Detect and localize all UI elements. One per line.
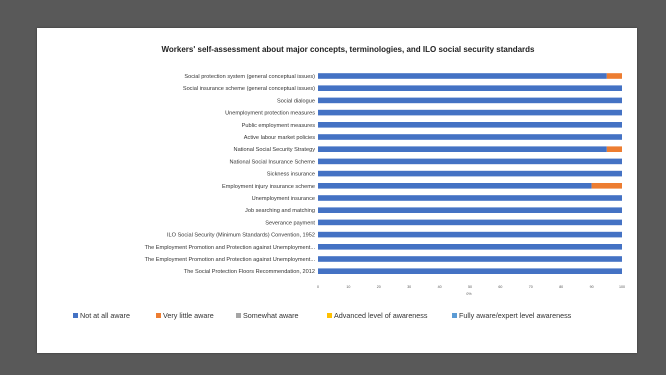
- bar-segment: [318, 244, 622, 250]
- bars: [318, 73, 622, 274]
- bar-segment: [318, 219, 622, 226]
- legend-swatch: [327, 313, 332, 318]
- category-label: The Employment Promotion and Protection …: [145, 257, 316, 263]
- legend-swatch: [452, 313, 457, 318]
- category-label: National Social Security Strategy: [234, 147, 316, 153]
- x-tick-label: 40: [438, 285, 442, 289]
- bar-segment: [318, 231, 622, 238]
- x-tick-label: 80: [559, 285, 563, 289]
- category-label: The Social Protection Floors Recommendat…: [184, 269, 315, 275]
- x-axis-label: 0%: [466, 292, 472, 296]
- bar-segment: [318, 85, 622, 91]
- x-tick-label: 0: [317, 285, 319, 289]
- bar-segment: [318, 268, 622, 274]
- category-label: Job searching and matching: [245, 208, 315, 214]
- category-label: Public employment measures: [242, 123, 316, 129]
- legend-label: Fully aware/expert level awareness: [459, 311, 572, 320]
- category-label: National Social Insurance Scheme: [229, 159, 315, 165]
- category-label: ILO Social Security (Minimum Standards) …: [167, 233, 315, 239]
- bar-segment: [591, 183, 622, 189]
- legend-label: Somewhat aware: [243, 311, 299, 320]
- category-label: Social dialogue: [277, 98, 315, 104]
- category-label: Employment injury insurance scheme: [222, 184, 315, 190]
- bar-segment: [318, 73, 607, 79]
- category-labels: Social protection system (general concep…: [145, 74, 316, 275]
- x-tick-label: 20: [377, 285, 381, 289]
- bar-segment: [318, 170, 622, 177]
- x-tick-label: 50: [468, 285, 472, 289]
- category-label: Severance payment: [265, 220, 315, 226]
- bar-segment: [606, 146, 622, 152]
- bar-segment: [606, 73, 622, 79]
- category-label: Social insurance scheme (general concept…: [183, 86, 315, 92]
- x-tick-label: 10: [346, 285, 350, 289]
- x-tick-label: 70: [529, 285, 533, 289]
- category-label: Active labour market policies: [244, 135, 315, 141]
- bar-segment: [318, 256, 622, 262]
- x-axis-ticks: 0 10 20 30 40 50 60 70 80 90 100: [317, 285, 625, 289]
- bar-segment: [318, 109, 622, 116]
- x-tick-label: 60: [498, 285, 502, 289]
- x-tick-label: 90: [590, 285, 594, 289]
- category-label: The Employment Promotion and Protection …: [145, 245, 316, 251]
- bar-segment: [318, 122, 622, 128]
- category-label: Unemployment protection measures: [225, 111, 315, 117]
- category-label: Sickness insurance: [267, 172, 315, 178]
- bar-segment: [318, 97, 622, 104]
- legend-swatch: [156, 313, 161, 318]
- bar-segment: [318, 158, 622, 165]
- legend-swatch: [73, 313, 78, 318]
- x-tick-label: 30: [407, 285, 411, 289]
- chart-title: Workers' self-assessment about major con…: [162, 45, 536, 54]
- legend: Not at all aware Very little aware Somewha…: [73, 311, 572, 320]
- legend-label: Advanced level of awareness: [334, 311, 428, 320]
- category-label: Unemployment insurance: [252, 196, 315, 202]
- stacked-bar-chart: Workers' self-assessment about major con…: [73, 45, 625, 320]
- x-tick-label: 100: [619, 285, 625, 289]
- category-label: Social protection system (general concep…: [184, 74, 315, 80]
- bar-segment: [318, 146, 607, 152]
- bar-segment: [318, 183, 592, 189]
- legend-swatch: [236, 313, 241, 318]
- legend-label: Not at all aware: [80, 311, 130, 320]
- legend-label: Very little aware: [163, 311, 214, 320]
- bar-segment: [318, 207, 622, 213]
- bar-segment: [318, 195, 622, 201]
- chart-panel: Workers' self-assessment about major con…: [37, 28, 637, 353]
- bar-segment: [318, 134, 622, 140]
